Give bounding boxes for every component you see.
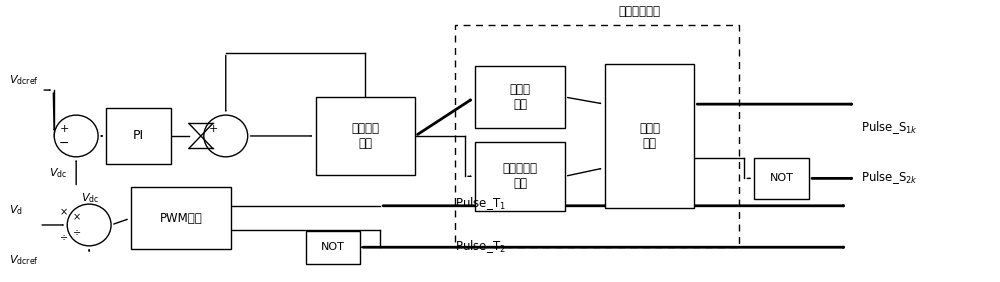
Text: $V_\mathrm{dcref}$: $V_\mathrm{dcref}$	[9, 253, 39, 267]
Bar	[605, 64, 694, 208]
Text: Pulse_T$_2$: Pulse_T$_2$	[455, 238, 506, 255]
Text: NOT: NOT	[770, 173, 794, 183]
Text: Pulse_S$_{1k}$: Pulse_S$_{1k}$	[861, 119, 918, 136]
Text: 电压均衡算法: 电压均衡算法	[619, 5, 661, 18]
Bar	[754, 158, 809, 199]
Bar	[475, 142, 565, 211]
Text: −: −	[59, 137, 69, 150]
Text: Pulse_T$_1$: Pulse_T$_1$	[455, 195, 506, 212]
Text: ÷: ÷	[73, 227, 81, 237]
Text: +: +	[59, 124, 69, 134]
Text: $V_\mathrm{dcref}$: $V_\mathrm{dcref}$	[9, 73, 39, 87]
Text: 载波层叠
调制: 载波层叠 调制	[351, 122, 379, 150]
Text: +: +	[209, 124, 218, 134]
Text: ×: ×	[60, 208, 68, 217]
Text: 占空比
交换: 占空比 交换	[639, 122, 660, 150]
Text: PWM调制: PWM调制	[160, 212, 202, 224]
Text: NOT: NOT	[321, 242, 345, 252]
Text: ×: ×	[73, 213, 81, 223]
Text: 占空比
记录: 占空比 记录	[509, 83, 530, 111]
Bar	[316, 97, 415, 175]
Bar	[106, 108, 171, 164]
Text: $V_\mathrm{dc}$: $V_\mathrm{dc}$	[81, 192, 99, 206]
Text: PI: PI	[133, 129, 144, 142]
Ellipse shape	[67, 204, 111, 246]
Bar	[455, 25, 739, 247]
Ellipse shape	[204, 115, 248, 157]
Text: 电压标幺值
排序: 电压标幺值 排序	[502, 162, 537, 190]
Bar	[306, 231, 360, 264]
Text: $V_\mathrm{dc}$: $V_\mathrm{dc}$	[49, 167, 68, 180]
Bar	[475, 67, 565, 128]
Text: Pulse_S$_{2k}$: Pulse_S$_{2k}$	[861, 169, 918, 186]
Text: ÷: ÷	[60, 232, 68, 242]
Bar	[131, 188, 231, 249]
Text: $V_\mathrm{d}$: $V_\mathrm{d}$	[9, 203, 23, 217]
Ellipse shape	[54, 115, 98, 157]
